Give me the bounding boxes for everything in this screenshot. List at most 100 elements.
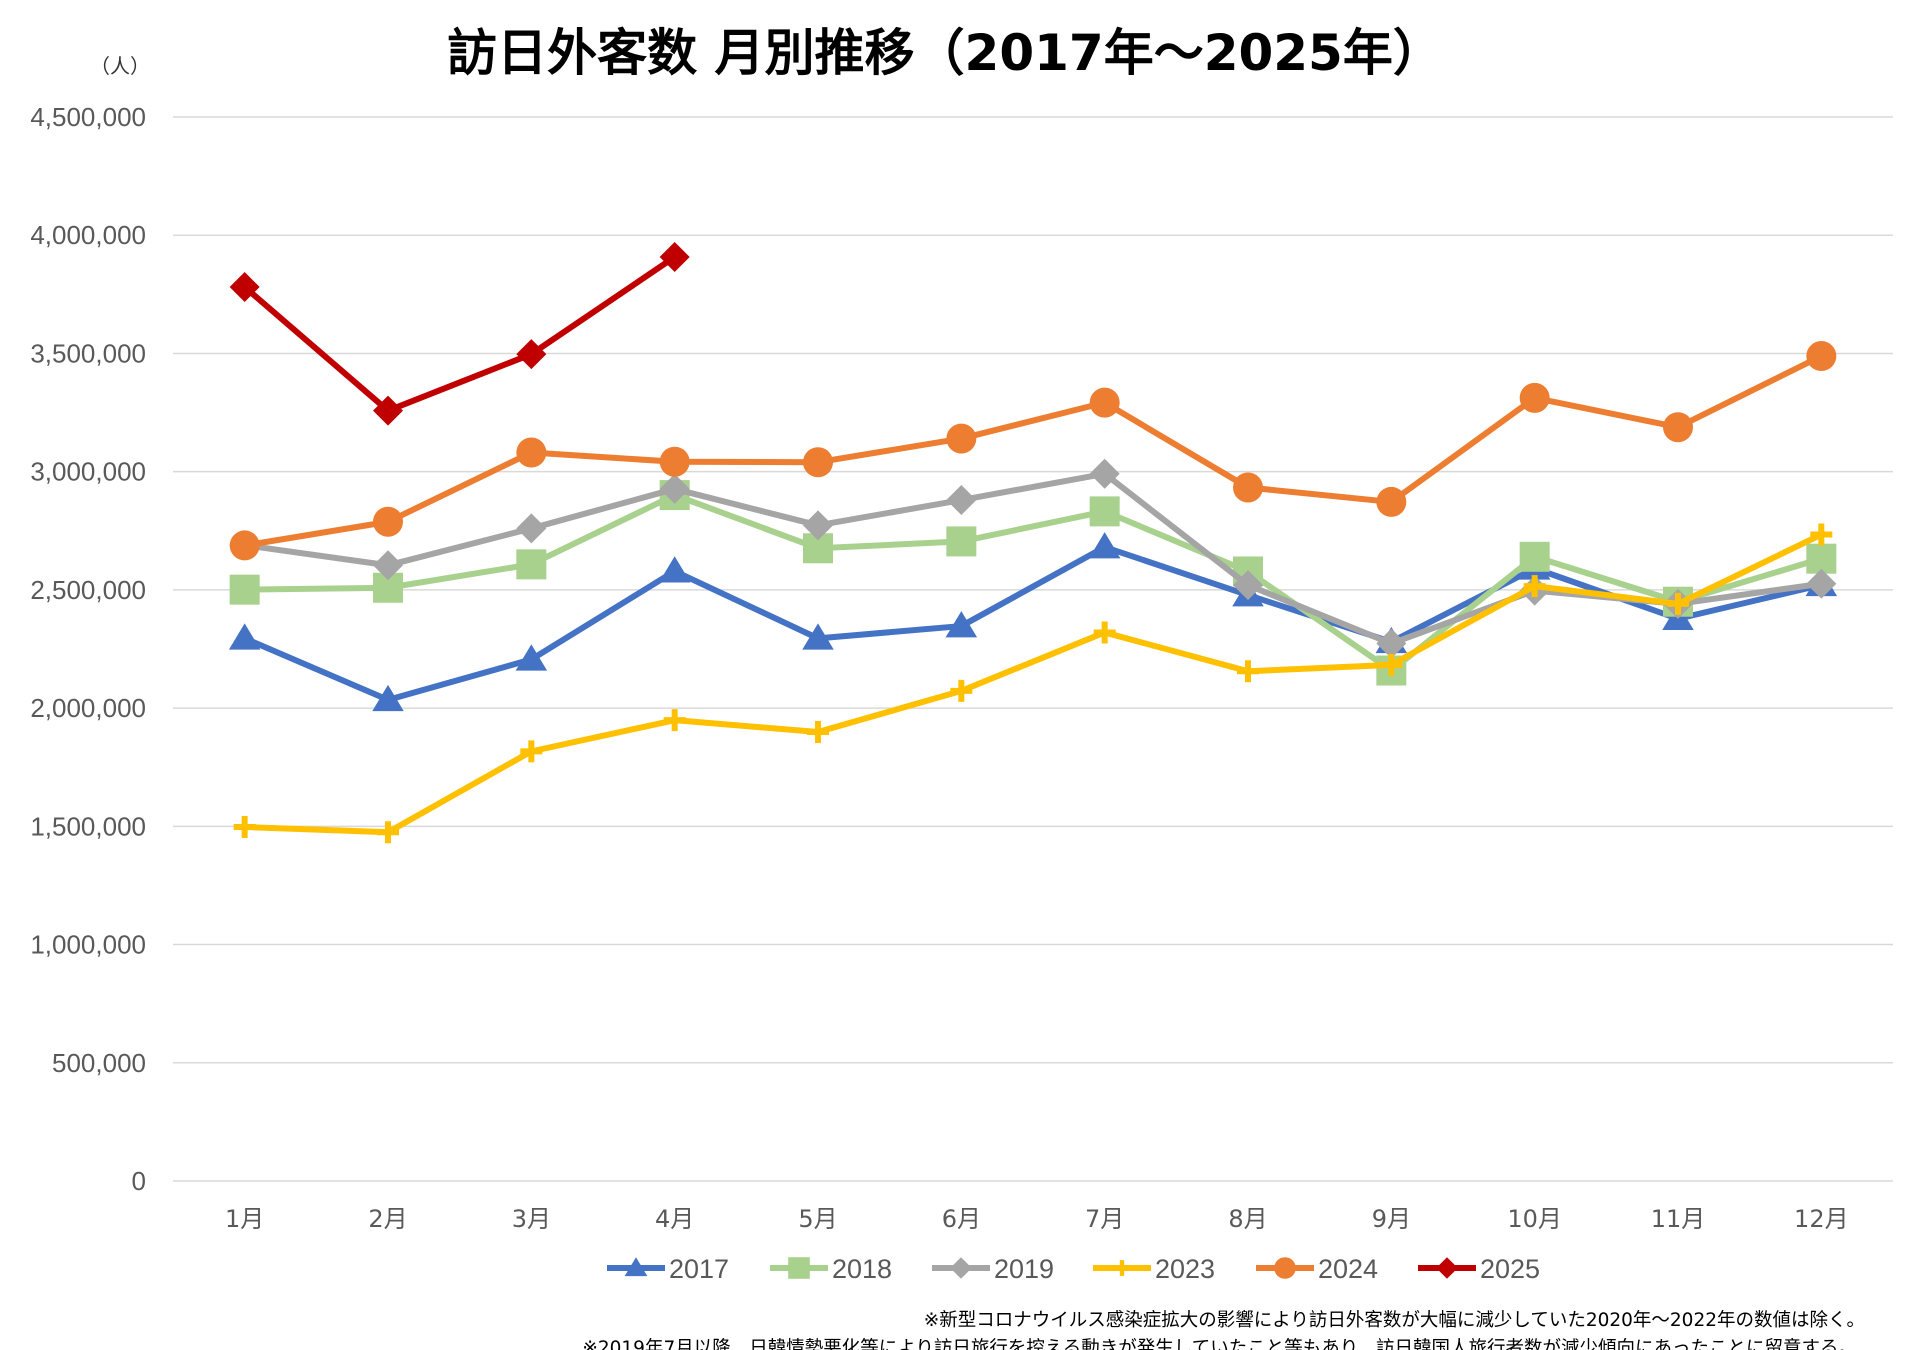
data-point-2023-3 bbox=[520, 740, 543, 763]
y-tick-label: 500,000 bbox=[52, 1048, 146, 1078]
data-point-2023-2 bbox=[377, 821, 399, 844]
y-tick-label: 3,000,000 bbox=[30, 457, 146, 487]
series-2025 bbox=[229, 241, 690, 426]
data-point-2024-2 bbox=[373, 506, 403, 537]
y-tick-label: 1,000,000 bbox=[30, 930, 146, 960]
legend-item-2019: 2019 bbox=[932, 1254, 1054, 1284]
data-point-2024-1 bbox=[229, 530, 260, 561]
data-point-2025-1 bbox=[229, 272, 260, 303]
data-point-2024-8 bbox=[1233, 472, 1263, 503]
legend-label: 2025 bbox=[1480, 1254, 1540, 1284]
data-point-2019-9 bbox=[1376, 628, 1407, 659]
data-point-2024-3 bbox=[516, 437, 547, 468]
legend-item-2018: 2018 bbox=[770, 1254, 892, 1284]
data-point-2018-1 bbox=[229, 574, 260, 605]
data-point-2023-4 bbox=[663, 709, 686, 732]
data-point-2023-8 bbox=[1237, 660, 1259, 683]
x-tick-label: 11月 bbox=[1651, 1205, 1706, 1233]
series-line-2018 bbox=[244, 492, 1823, 674]
legend-item-2017: 2017 bbox=[607, 1254, 729, 1284]
x-tick-label: 12月 bbox=[1794, 1205, 1849, 1233]
data-point-2017-3 bbox=[515, 644, 548, 671]
legend-marker bbox=[788, 1257, 810, 1279]
data-point-2018-3 bbox=[516, 549, 547, 580]
data-point-2019-7 bbox=[1089, 458, 1120, 489]
data-point-2023-9 bbox=[1380, 653, 1403, 676]
x-tick-label: 6月 bbox=[942, 1205, 981, 1233]
data-point-2023-11 bbox=[1667, 592, 1689, 615]
x-axis-tick-labels: 1月 2月 3月 4月 5月 6月 7月 8月 9月 10月 11月 12月 bbox=[225, 1205, 1849, 1233]
data-point-2023-6 bbox=[950, 679, 973, 702]
data-point-2023-7 bbox=[1093, 621, 1116, 644]
legend-marker bbox=[1436, 1257, 1458, 1279]
x-tick-label: 7月 bbox=[1085, 1205, 1124, 1233]
data-point-2025-3 bbox=[516, 339, 547, 370]
x-tick-label: 9月 bbox=[1372, 1205, 1411, 1233]
data-point-2024-7 bbox=[1089, 387, 1120, 418]
data-point-2024-12 bbox=[1806, 341, 1837, 372]
series-2019 bbox=[229, 458, 1837, 659]
legend-item-2024: 2024 bbox=[1256, 1254, 1378, 1284]
data-point-2019-5 bbox=[803, 510, 833, 541]
data-point-2023-12 bbox=[1810, 523, 1833, 546]
data-point-2023-1 bbox=[233, 816, 256, 839]
data-point-2019-6 bbox=[946, 485, 977, 516]
data-point-2018-10 bbox=[1519, 541, 1550, 572]
y-tick-label: 3,500,000 bbox=[30, 338, 146, 368]
legend-marker bbox=[624, 1257, 648, 1277]
y-axis-tick-labels: 0 500,000 1,000,000 1,500,000 2,000,000 2,500… bbox=[30, 102, 146, 1196]
data-point-2023-10 bbox=[1523, 575, 1546, 598]
y-tick-label: 2,500,000 bbox=[30, 575, 146, 605]
data-point-2024-5 bbox=[803, 447, 833, 478]
data-point-2024-9 bbox=[1376, 486, 1407, 517]
series-2018 bbox=[229, 480, 1837, 686]
data-point-2019-3 bbox=[516, 513, 547, 544]
data-point-2025-2 bbox=[373, 395, 403, 426]
note-1: ※新型コロナウイルス感染症拡大の影響により訪日外客数が大幅に減少していた2020… bbox=[924, 1310, 1865, 1331]
legend-label: 2024 bbox=[1318, 1254, 1378, 1284]
gridlines bbox=[173, 116, 1893, 1182]
y-tick-label: 2,000,000 bbox=[30, 693, 146, 723]
series-line-2019 bbox=[244, 470, 1822, 647]
x-tick-label: 4月 bbox=[655, 1205, 694, 1233]
data-point-2019-8 bbox=[1233, 570, 1263, 601]
data-point-2023-5 bbox=[807, 720, 829, 743]
legend: 2017 2018 2019 2023 2024 2025 bbox=[607, 1254, 1540, 1284]
legend-label: 2019 bbox=[994, 1254, 1054, 1284]
data-point-2024-4 bbox=[659, 446, 690, 477]
series-line-2024 bbox=[244, 353, 1823, 549]
legend-item-2023: 2023 bbox=[1093, 1254, 1215, 1284]
legend-marker bbox=[950, 1257, 972, 1279]
data-point-2018-12 bbox=[1806, 543, 1837, 574]
legend-marker bbox=[1274, 1257, 1296, 1279]
data-point-2019-12 bbox=[1806, 568, 1837, 599]
x-tick-label: 1月 bbox=[225, 1205, 264, 1233]
series-2017 bbox=[228, 532, 1838, 712]
series-line-2017 bbox=[243, 544, 1823, 703]
data-point-2017-4 bbox=[658, 556, 691, 583]
chart-title: 訪日外客数 月別推移（2017年～2025年） bbox=[447, 24, 1443, 82]
x-tick-label: 8月 bbox=[1228, 1205, 1267, 1233]
x-tick-label: 2月 bbox=[368, 1205, 407, 1233]
legend-item-2025: 2025 bbox=[1418, 1254, 1540, 1284]
y-tick-label: 1,500,000 bbox=[30, 811, 146, 841]
legend-label: 2018 bbox=[832, 1254, 892, 1284]
x-tick-label: 5月 bbox=[798, 1205, 837, 1233]
data-point-2017-2 bbox=[372, 684, 404, 712]
series-line-2023 bbox=[244, 531, 1823, 836]
legend-label: 2023 bbox=[1155, 1254, 1215, 1284]
data-point-2018-7 bbox=[1089, 496, 1120, 527]
data-point-2024-6 bbox=[946, 423, 977, 454]
data-point-2017-7 bbox=[1088, 532, 1121, 559]
data-point-2019-4 bbox=[659, 473, 690, 504]
note-2: ※2019年7月以降、日韓情勢悪化等により訪日旅行を控える動きが発生していたこと… bbox=[582, 1338, 1857, 1350]
y-tick-label: 0 bbox=[132, 1166, 146, 1196]
y-tick-label: 4,500,000 bbox=[30, 102, 146, 132]
data-point-2024-10 bbox=[1519, 382, 1550, 413]
data-point-2017-6 bbox=[945, 611, 978, 638]
data-point-2019-2 bbox=[373, 550, 403, 581]
series-2023 bbox=[233, 523, 1833, 844]
series-2024 bbox=[229, 341, 1837, 561]
legend-marker bbox=[1114, 1260, 1130, 1276]
